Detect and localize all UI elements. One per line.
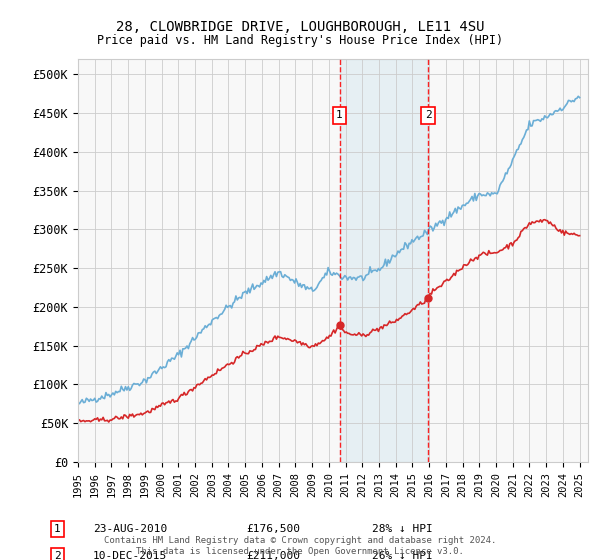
Text: 26% ↓ HPI: 26% ↓ HPI: [372, 550, 433, 560]
Text: 2: 2: [425, 110, 431, 120]
Text: 1: 1: [54, 524, 61, 534]
Text: 28, CLOWBRIDGE DRIVE, LOUGHBOROUGH, LE11 4SU: 28, CLOWBRIDGE DRIVE, LOUGHBOROUGH, LE11…: [116, 20, 484, 34]
Text: Contains HM Land Registry data © Crown copyright and database right 2024.
This d: Contains HM Land Registry data © Crown c…: [104, 536, 496, 556]
Text: £176,500: £176,500: [246, 524, 300, 534]
Text: 1: 1: [336, 110, 343, 120]
Bar: [340, 59, 428, 462]
Text: 10-DEC-2015: 10-DEC-2015: [93, 550, 167, 560]
Text: 28% ↓ HPI: 28% ↓ HPI: [372, 524, 433, 534]
Text: 23-AUG-2010: 23-AUG-2010: [93, 524, 167, 534]
Text: Price paid vs. HM Land Registry's House Price Index (HPI): Price paid vs. HM Land Registry's House …: [97, 34, 503, 46]
Text: £211,000: £211,000: [246, 550, 300, 560]
Text: 2: 2: [54, 550, 61, 560]
